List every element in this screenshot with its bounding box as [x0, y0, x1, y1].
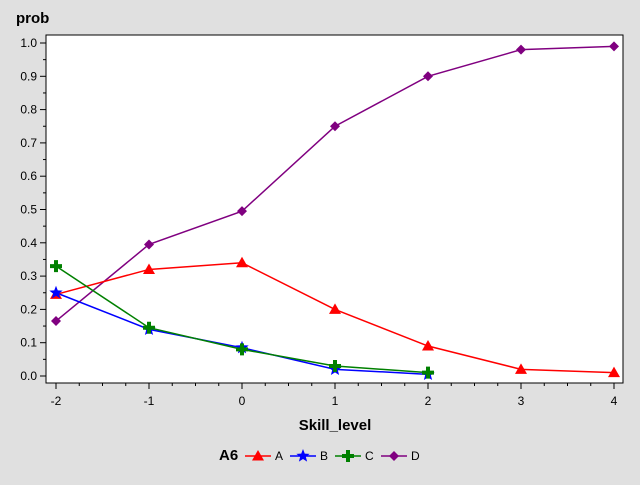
y-tick-label: 0.7	[20, 136, 37, 150]
data-point-d	[51, 316, 61, 327]
legend-label-a: A	[275, 449, 283, 463]
legend-label-d: D	[411, 449, 420, 463]
y-tick-label: 0.5	[20, 203, 37, 217]
x-tick-label: 3	[518, 394, 525, 408]
data-point-c	[143, 321, 155, 334]
data-point-a	[236, 256, 248, 268]
x-tick-label: -1	[144, 394, 155, 408]
data-point-a	[422, 340, 434, 351]
data-point-c	[329, 360, 341, 373]
y-tick-label: 0.8	[20, 103, 37, 117]
data-point-d	[609, 41, 619, 52]
y-tick-label: 0.6	[20, 169, 37, 183]
plot-area	[45, 34, 624, 384]
y-tick-label: 0.0	[20, 369, 37, 383]
y-tick-label: 0.1	[20, 336, 37, 350]
data-point-d	[144, 239, 154, 250]
y-tick-label: 0.2	[20, 302, 37, 316]
data-point-c	[236, 343, 248, 356]
x-tick-label: 0	[239, 394, 246, 408]
x-tick-label: 2	[425, 394, 432, 408]
data-point-a	[143, 263, 155, 274]
data-point-d	[237, 206, 247, 217]
y-axis-label: prob	[16, 10, 49, 27]
data-point-c	[50, 260, 62, 273]
y-tick-label: 0.9	[20, 69, 37, 83]
data-point-d	[330, 121, 340, 132]
data-point-a	[515, 363, 527, 374]
legend-marker-d	[389, 451, 399, 461]
x-tick-label: 4	[611, 394, 618, 408]
legend-label-b: B	[320, 449, 328, 463]
data-point-a	[329, 303, 341, 314]
legend-marker-b	[296, 449, 310, 462]
data-point-d	[423, 71, 433, 82]
data-point-a	[608, 366, 620, 378]
x-axis-label: Skill_level	[299, 417, 372, 434]
x-tick-label: 1	[332, 394, 339, 408]
y-tick-label: 1.0	[20, 36, 37, 50]
y-tick-label: 0.3	[20, 269, 37, 283]
x-tick-label: -2	[51, 394, 62, 408]
legend-marker-a	[252, 450, 264, 461]
legend-marker-c	[342, 450, 354, 462]
data-point-c	[422, 366, 434, 379]
data-point-b	[49, 285, 63, 299]
data-point-d	[516, 44, 526, 55]
legend-label-c: C	[365, 449, 374, 463]
y-tick-label: 0.4	[20, 236, 37, 250]
legend: A B C D	[245, 449, 420, 463]
legend-title: A6	[219, 447, 238, 464]
